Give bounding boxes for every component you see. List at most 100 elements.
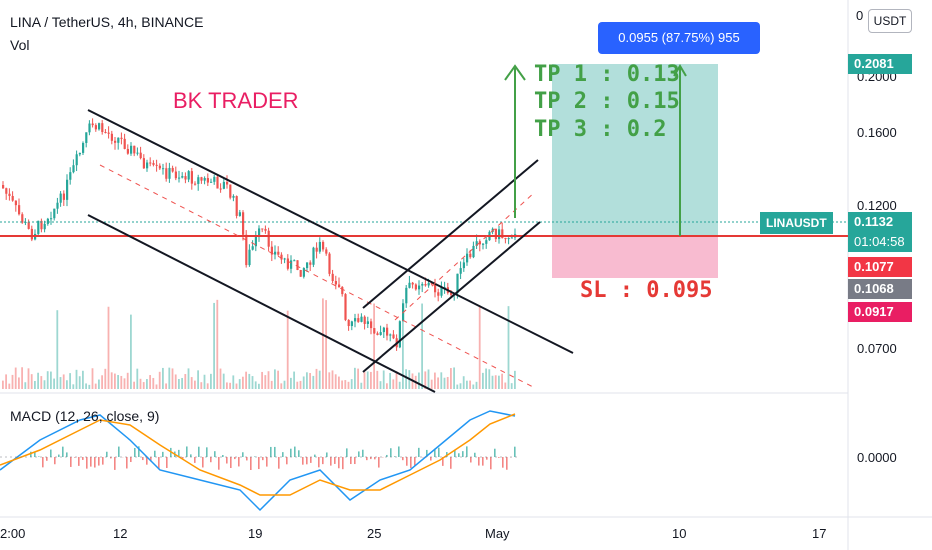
macd-hist-bar-109 — [466, 446, 468, 457]
volume-bar-19 — [62, 374, 65, 389]
macd-hist-bar-104 — [446, 452, 448, 457]
candle-body-21 — [69, 172, 72, 180]
volume-bar-35 — [114, 373, 116, 389]
macd-hist-bar-18 — [102, 457, 104, 465]
volume-bar-94 — [302, 376, 305, 389]
volume-bar-157 — [504, 382, 507, 389]
candle-body-95 — [306, 262, 309, 269]
volume-bar-103 — [331, 370, 334, 389]
volume-bar-154 — [494, 375, 497, 389]
candle-body-89 — [286, 258, 289, 269]
candle-body-121 — [389, 334, 392, 336]
candle-body-1 — [5, 188, 8, 194]
macd-hist-bar-75 — [330, 457, 332, 466]
candle-body-98 — [315, 247, 318, 252]
volume-bar-121 — [389, 372, 391, 389]
macd-hist-bar-5 — [50, 449, 52, 457]
macd-hist-bar-2 — [38, 456, 40, 457]
volume-bar-22 — [72, 384, 75, 389]
macd-hist-bar-27 — [138, 446, 140, 457]
volume-bar-48 — [155, 384, 158, 389]
currency-button[interactable]: USDT — [868, 9, 912, 33]
candle-body-101 — [325, 249, 328, 254]
candle-body-19 — [62, 193, 65, 200]
macd-hist-bar-32 — [158, 457, 160, 470]
volume-bar-102 — [328, 372, 331, 389]
candle-body-32 — [104, 132, 107, 134]
candle-body-107 — [344, 294, 347, 320]
volume-bar-16 — [53, 378, 55, 389]
macd-hist-bar-21 — [114, 457, 116, 470]
volume-bar-90 — [290, 377, 292, 389]
candle-body-90 — [290, 260, 293, 269]
macd-hist-bar-42 — [198, 446, 200, 457]
candle-body-146 — [469, 253, 472, 258]
macd-hist-bar-39 — [186, 446, 188, 457]
macd-hist-bar-64 — [286, 457, 288, 465]
macd-hist-bar-76 — [334, 457, 336, 464]
y-tick-top: 0 — [856, 8, 863, 23]
volume-bar-58 — [187, 368, 190, 389]
volume-bar-159 — [510, 383, 513, 389]
volume-bar-141 — [453, 367, 455, 389]
volume-bar-78 — [251, 376, 254, 389]
candle-body-87 — [280, 254, 283, 260]
volume-bar-74 — [238, 379, 241, 389]
candle-body-72 — [232, 196, 235, 198]
candle-body-119 — [382, 327, 385, 333]
macd-hist-bar-38 — [182, 457, 184, 459]
candle-body-157 — [504, 237, 507, 240]
macd-hist-bar-48 — [222, 455, 224, 457]
volume-bar-148 — [475, 381, 478, 389]
candle-body-135 — [434, 284, 437, 293]
macd-hist-bar-4 — [46, 457, 48, 461]
candle-body-131 — [421, 284, 424, 286]
candle-body-128 — [411, 282, 414, 285]
volume-bar-40 — [130, 314, 132, 389]
rising-mid-line — [394, 191, 536, 321]
candle-body-4 — [14, 200, 17, 206]
volume-bar-142 — [456, 384, 459, 389]
macd-hist-bar-105 — [450, 457, 452, 469]
channel-upper-line — [87, 109, 574, 354]
candle-body-111 — [357, 318, 360, 322]
macd-hist-bar-83 — [362, 449, 364, 457]
candle-body-9 — [30, 228, 33, 240]
candle-body-67 — [216, 176, 219, 189]
target-arrow — [504, 64, 687, 236]
volume-bar-115 — [370, 371, 372, 389]
tp2-annotation: TP 2 : 0.15 — [534, 89, 680, 114]
candle-body-116 — [373, 328, 376, 334]
candle-body-159 — [510, 237, 513, 239]
macd-hist-bar-13 — [82, 457, 84, 460]
volume-bars — [2, 298, 516, 389]
sl-annotation: SL : 0.095 — [580, 278, 713, 303]
volume-label: Vol — [10, 37, 30, 53]
volume-bar-73 — [235, 383, 238, 389]
volume-bar-83 — [267, 371, 270, 389]
volume-bar-95 — [306, 372, 308, 389]
candle-body-94 — [302, 268, 305, 277]
volume-bar-12 — [40, 376, 43, 389]
macd-hist-bar-62 — [278, 457, 280, 469]
macd-hist-bar-97 — [418, 447, 420, 457]
candle-body-20 — [66, 179, 69, 200]
candle-body-63 — [203, 178, 206, 181]
macd-hist-bar-22 — [118, 446, 120, 457]
macd-hist-bar-16 — [94, 457, 96, 468]
candle-body-93 — [299, 270, 302, 277]
volume-bar-59 — [190, 377, 193, 389]
candle-body-17 — [56, 202, 59, 209]
volume-bar-26 — [85, 383, 87, 389]
countdown-tag: 01:04:58 — [848, 232, 912, 252]
candle-body-74 — [238, 212, 241, 216]
x-tick-label: 17 — [812, 526, 826, 541]
candle-body-145 — [466, 253, 469, 263]
volume-bar-72 — [232, 375, 235, 389]
volume-bar-17 — [56, 310, 59, 389]
candle-body-50 — [162, 168, 165, 170]
candle-body-43 — [139, 152, 142, 159]
candle-body-118 — [379, 332, 382, 335]
volume-bar-32 — [104, 368, 107, 389]
